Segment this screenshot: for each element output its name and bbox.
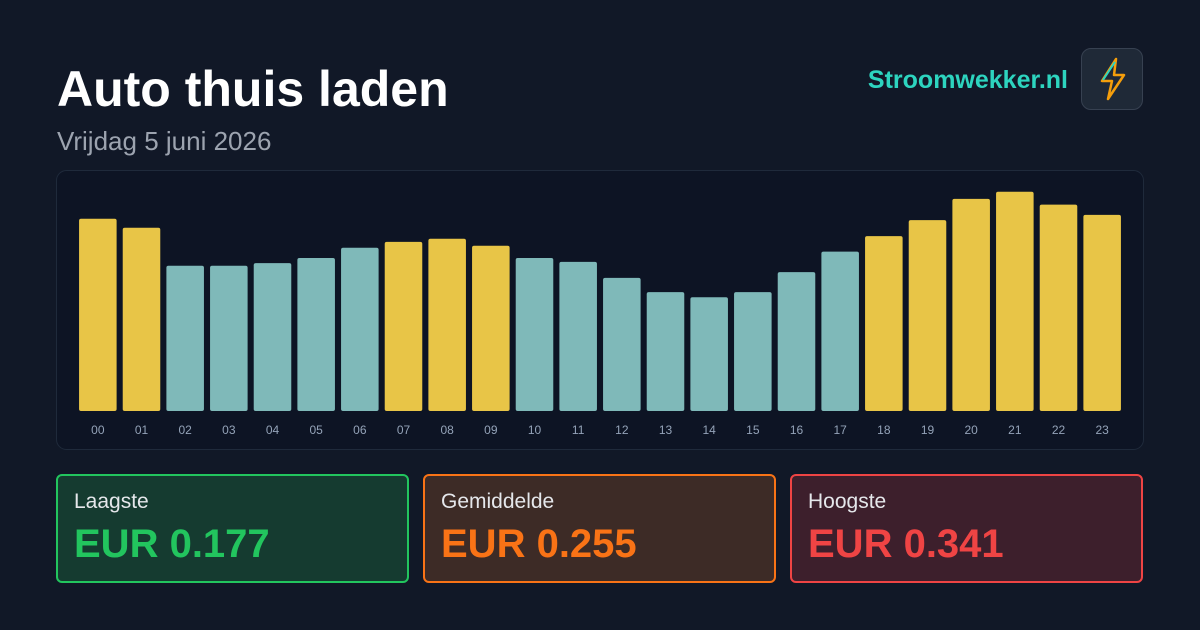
x-tick-label: 20 <box>964 423 978 437</box>
x-tick-label: 02 <box>178 423 192 437</box>
chart: 00 01 02 03 04 05 06 07 08 09 10 11 12 13 14 15 16 17 18 19… <box>56 170 1144 450</box>
stat-value: EUR 0.341 <box>808 522 1004 566</box>
bar <box>472 245 510 411</box>
x-tick-label: 09 <box>484 423 498 437</box>
bar <box>515 258 554 411</box>
x-tick-label: 16 <box>790 423 804 437</box>
bar <box>210 265 248 411</box>
brand-icon <box>1081 48 1143 110</box>
bar <box>777 272 816 411</box>
x-tick-label: 22 <box>1052 423 1066 437</box>
bar <box>603 277 641 411</box>
stat-card: Hoogste EUR 0.341 <box>790 474 1143 583</box>
bar <box>690 297 728 411</box>
x-tick-label: 23 <box>1095 423 1109 437</box>
bar <box>428 238 466 411</box>
bar <box>341 247 379 411</box>
x-tick-label: 15 <box>746 423 760 437</box>
x-tick-label: 04 <box>266 423 280 437</box>
bar <box>559 261 597 411</box>
bar <box>952 198 990 411</box>
bar <box>1039 204 1078 411</box>
x-tick-label: 07 <box>397 423 411 437</box>
bar <box>1083 214 1121 411</box>
stat-card: Laagste EUR 0.177 <box>56 474 409 583</box>
x-tick-label: 01 <box>135 423 149 437</box>
x-tick-label: 11 <box>572 423 585 437</box>
bar <box>166 265 204 411</box>
bar <box>908 220 947 411</box>
bar <box>297 258 335 411</box>
stat-value: EUR 0.255 <box>441 522 637 566</box>
x-tick-label: 00 <box>91 423 105 437</box>
stat-label: Hoogste <box>808 490 887 513</box>
x-tick-label: 03 <box>222 423 236 437</box>
stat-card: Gemiddelde EUR 0.255 <box>423 474 776 583</box>
bar <box>122 227 161 411</box>
stat-label: Laagste <box>74 490 149 513</box>
x-tick-label: 19 <box>921 423 935 437</box>
subtitle: Vrijdag 5 juni 2026 <box>57 126 272 156</box>
bar <box>384 241 423 411</box>
bar <box>821 251 859 411</box>
bolt-icon <box>1100 57 1126 101</box>
x-tick-label: 13 <box>659 423 673 437</box>
x-tick-label: 17 <box>833 423 847 437</box>
x-tick-label: 08 <box>440 423 454 437</box>
x-tick-label: 10 <box>528 423 542 437</box>
bar <box>734 292 772 411</box>
bar <box>996 191 1034 411</box>
x-tick-label: 05 <box>309 423 323 437</box>
x-tick-label: 21 <box>1008 423 1022 437</box>
stat-value: EUR 0.177 <box>74 522 270 566</box>
bar <box>79 218 117 411</box>
bar <box>253 263 292 411</box>
bar <box>646 292 685 411</box>
x-tick-label: 12 <box>615 423 629 437</box>
x-tick-label: 14 <box>702 423 716 437</box>
x-tick-label: 18 <box>877 423 891 437</box>
brand[interactable]: Stroomwekker.nl <box>867 66 1068 94</box>
bar <box>865 236 903 411</box>
stat-label: Gemiddelde <box>441 490 555 513</box>
title: Auto thuis laden <box>57 61 449 117</box>
x-tick-label: 06 <box>353 423 367 437</box>
